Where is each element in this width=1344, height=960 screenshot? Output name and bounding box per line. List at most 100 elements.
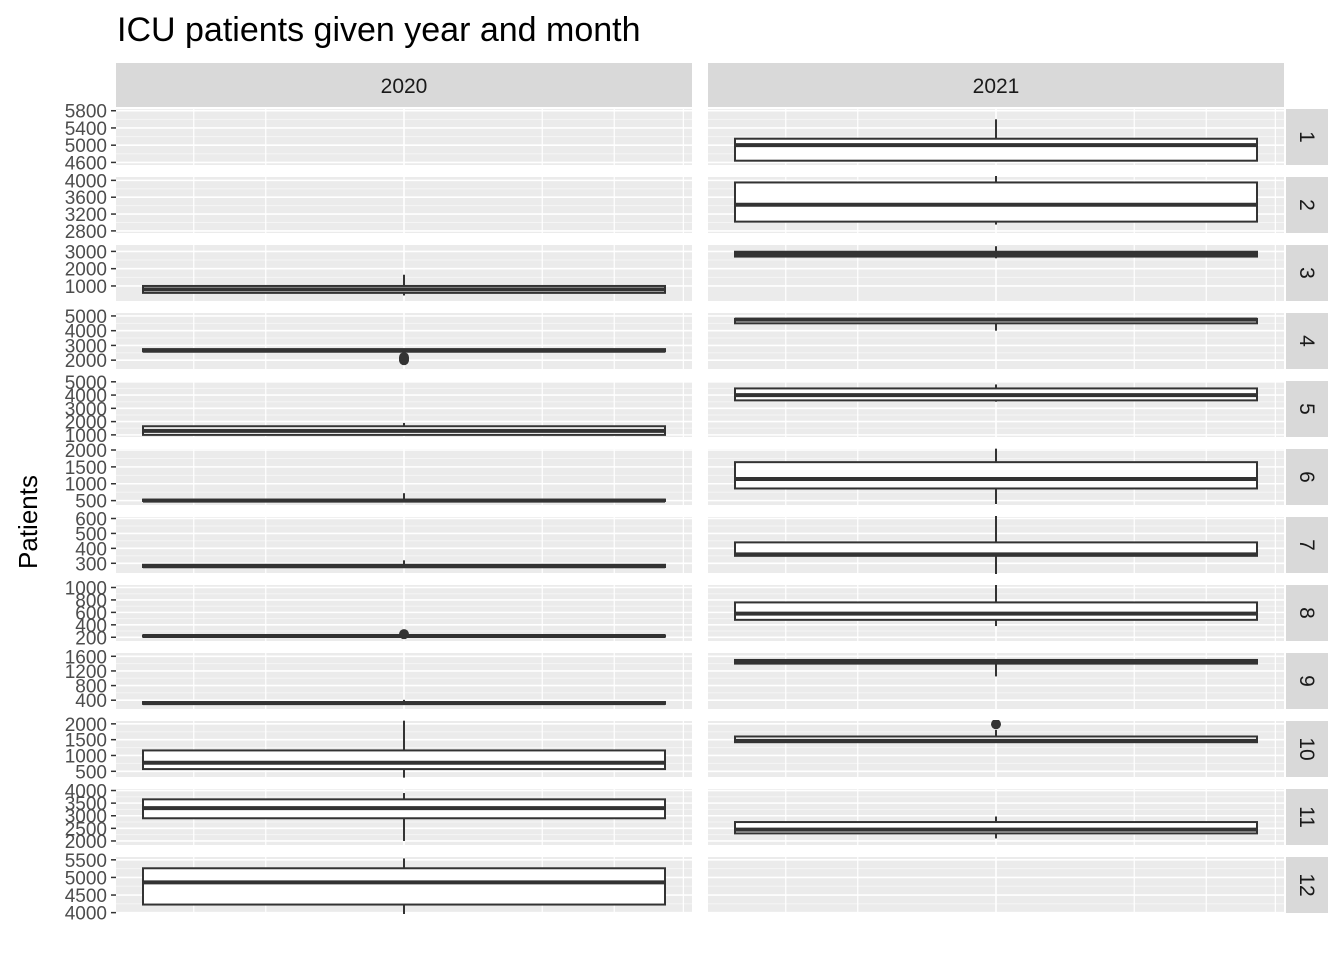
y-tick-label: 1600 — [65, 647, 107, 668]
iqr-box — [734, 601, 1258, 621]
y-tick-label: 2000 — [65, 413, 107, 434]
y-tick-label: 800 — [75, 677, 107, 698]
y-tick-label: 1000 — [65, 426, 107, 447]
boxplot-2021-6 — [734, 448, 1258, 504]
row-strip-label: 11 — [1295, 806, 1318, 828]
panel-2021-7 — [708, 516, 1284, 574]
row-strip-label: 2 — [1295, 199, 1318, 211]
row-strip-label: 3 — [1295, 267, 1318, 279]
y-tick-label: 1500 — [65, 731, 107, 752]
row-strip-label: 1 — [1295, 131, 1318, 143]
y-tick-label: 500 — [75, 492, 107, 513]
outlier-point — [991, 720, 1001, 730]
y-tick-label: 5000 — [65, 136, 107, 157]
row-strip-bg — [1286, 789, 1328, 845]
y-tick-label: 1000 — [65, 578, 107, 599]
row-strip-bg — [1286, 245, 1328, 301]
y-tick-label: 5500 — [65, 851, 107, 872]
row-strip-label: 5 — [1295, 403, 1318, 415]
panel-2021-10 — [708, 720, 1284, 777]
y-tick-label: 3000 — [65, 807, 107, 828]
chart-title: ICU patients given year and month — [117, 11, 641, 49]
y-tick-label: 2800 — [65, 222, 107, 243]
iqr-box — [142, 749, 666, 771]
y-tick-label: 2000 — [65, 832, 107, 853]
y-tick-label: 400 — [75, 616, 107, 637]
panel-2021-8 — [708, 585, 1284, 641]
row-strip-7: 7 — [1286, 517, 1328, 573]
panel-2020-2 — [116, 177, 692, 233]
row-strip-bg — [1286, 857, 1328, 913]
y-tick-label: 4000 — [65, 904, 107, 925]
plot-body: 4600500054005800128003200360040002100020… — [65, 102, 1328, 925]
boxplot-2021-8 — [734, 585, 1258, 627]
boxplot-2020-9 — [142, 699, 666, 706]
panel-2020-8 — [116, 585, 692, 641]
panel-2021-5 — [708, 380, 1284, 437]
row-strip-bg — [1286, 177, 1328, 233]
iqr-box — [734, 137, 1258, 162]
y-tick-label: 5800 — [65, 102, 107, 123]
row-strip-3: 3 — [1286, 245, 1328, 301]
panel-2021-2 — [708, 176, 1284, 233]
row-strip-bg — [1286, 585, 1328, 641]
y-axis-title: Patients — [13, 475, 43, 569]
row-strip-bg — [1286, 109, 1328, 165]
y-tick-label: 5000 — [65, 373, 107, 394]
row-strip-2: 2 — [1286, 177, 1328, 233]
boxplot-2020-5 — [142, 422, 666, 436]
y-tick-label: 5000 — [65, 307, 107, 328]
y-tick-label: 600 — [75, 509, 107, 530]
panel-2021-9 — [708, 653, 1284, 709]
row-strip-8: 8 — [1286, 585, 1328, 641]
row-strip-bg — [1286, 653, 1328, 709]
y-tick-label: 2000 — [65, 441, 107, 462]
y-tick-label: 2000 — [65, 260, 107, 281]
y-tick-label: 400 — [75, 691, 107, 712]
boxplot-2021-10 — [734, 720, 1258, 744]
y-tick-label: 1000 — [65, 746, 107, 767]
row-strip-10: 10 — [1286, 721, 1328, 777]
row-strip-bg — [1286, 381, 1328, 437]
y-tick-label: 5000 — [65, 868, 107, 889]
row-strip-bg — [1286, 721, 1328, 777]
y-tick-label: 2000 — [65, 351, 107, 372]
boxplot-2021-7 — [734, 516, 1258, 574]
y-tick-label: 4000 — [65, 782, 107, 803]
iqr-box — [734, 461, 1258, 490]
y-tick-label: 400 — [75, 539, 107, 560]
panel-2021-1 — [708, 109, 1284, 165]
boxplot-2020-11 — [142, 793, 666, 841]
y-tick-label: 600 — [75, 603, 107, 624]
column-strips: 2020 2021 — [116, 63, 1284, 107]
panel-2020-4 — [116, 313, 692, 369]
outlier-point — [399, 629, 409, 640]
row-strip-bg — [1286, 313, 1328, 369]
panel-2021-12 — [708, 857, 1284, 914]
y-tick-label: 4000 — [65, 386, 107, 407]
boxplot-2020-6 — [142, 493, 666, 503]
y-tick-label: 5400 — [65, 119, 107, 140]
boxplot-2020-4 — [142, 348, 666, 366]
panel-2020-10 — [116, 720, 692, 778]
boxplot-2020-7 — [142, 560, 666, 569]
boxplot-2021-5 — [734, 384, 1258, 402]
y-tick-label: 3500 — [65, 794, 107, 815]
row-strip-11: 11 — [1286, 789, 1328, 845]
y-tick-label: 1200 — [65, 662, 107, 683]
y-tick-label: 1500 — [65, 458, 107, 479]
panel-2020-7 — [116, 517, 692, 573]
row-strip-label: 7 — [1295, 539, 1318, 551]
panel-2020-12 — [116, 857, 692, 914]
row-strip-bg — [1286, 517, 1328, 573]
